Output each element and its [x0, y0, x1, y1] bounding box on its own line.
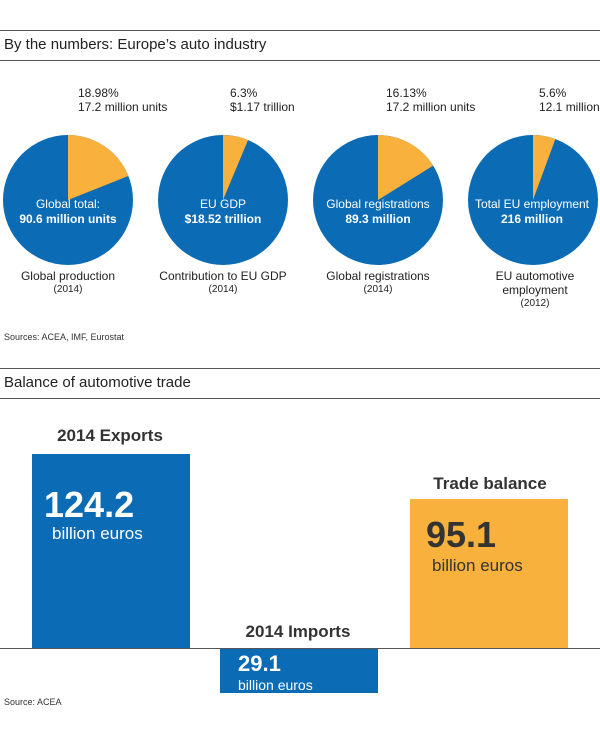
trade-top-rule: [0, 368, 600, 369]
pie-0: [3, 135, 133, 265]
exports-bar: [32, 454, 190, 648]
balance-unit: billion euros: [432, 556, 523, 575]
numbers-section-title: By the numbers: Europe’s auto industry: [4, 36, 267, 53]
imports-unit: billion euros: [238, 677, 313, 693]
pie-1-share-text: 6.3% $1.17 trillion: [230, 86, 295, 114]
balance-value: 95.1: [426, 514, 497, 555]
pie-3: [468, 135, 598, 265]
imports-bar: [220, 648, 378, 694]
imports-label: 2014 Imports: [245, 622, 351, 641]
exports-value: 124.2: [44, 484, 135, 525]
balance-bar: [410, 499, 568, 648]
balance-label: Trade balance: [433, 474, 547, 493]
pie-2-share-text: 16.13% 17.2 million units: [386, 86, 476, 114]
pie-2-center-label: Global registrations 89.3 million: [326, 197, 430, 226]
trade-source: Source: ACEA: [4, 697, 62, 707]
pie-1-center-label: EU GDP $18.52 trillion: [184, 197, 262, 226]
top-rule: [0, 30, 600, 31]
pie-3-share-text: 5.6% 12.1 million: [539, 86, 600, 114]
trade-section-title: Balance of automotive trade: [4, 374, 191, 391]
pie-3-caption: EU automotive employment (2012): [495, 269, 575, 309]
numbers-source: Sources: ACEA, IMF, Eurostat: [4, 332, 125, 342]
pie-0-share-slice: [68, 135, 129, 200]
pie-2-share-slice: [378, 135, 434, 200]
pie-1: [158, 135, 288, 265]
imports-value: 29.1: [238, 651, 281, 676]
exports-label: 2014 Exports: [57, 426, 163, 445]
pie-1-share-slice: [223, 135, 249, 200]
pie-2-caption: Global registrations (2014): [326, 269, 430, 295]
numbers-title-rule: [0, 60, 600, 61]
pie-0-share-text: 18.98% 17.2 million units: [78, 86, 168, 114]
pie-3-share-slice: [533, 135, 556, 200]
pie-2: [313, 135, 443, 265]
pie-1-caption: Contribution to EU GDP (2014): [159, 269, 287, 295]
pie-3-center-label: Total EU employment 216 million: [474, 197, 590, 226]
pie-0-caption: Global production (2014): [20, 269, 116, 295]
exports-unit: billion euros: [52, 524, 143, 543]
trade-title-rule: [0, 398, 600, 399]
trade-baseline: [0, 648, 600, 649]
pie-0-center-label: Global total: 90.6 million units: [19, 197, 117, 226]
pie-charts: [3, 135, 598, 265]
